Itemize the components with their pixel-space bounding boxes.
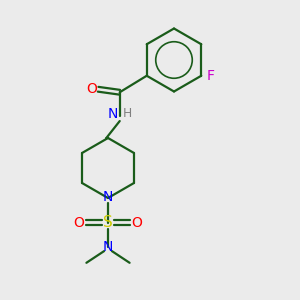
Text: O: O [86,82,97,96]
Text: N: N [108,107,118,122]
Text: S: S [103,215,113,230]
Text: N: N [103,240,113,254]
Text: O: O [74,216,84,230]
Text: F: F [207,69,215,83]
Text: O: O [132,216,142,230]
Text: H: H [123,107,132,120]
Text: N: N [103,190,113,204]
